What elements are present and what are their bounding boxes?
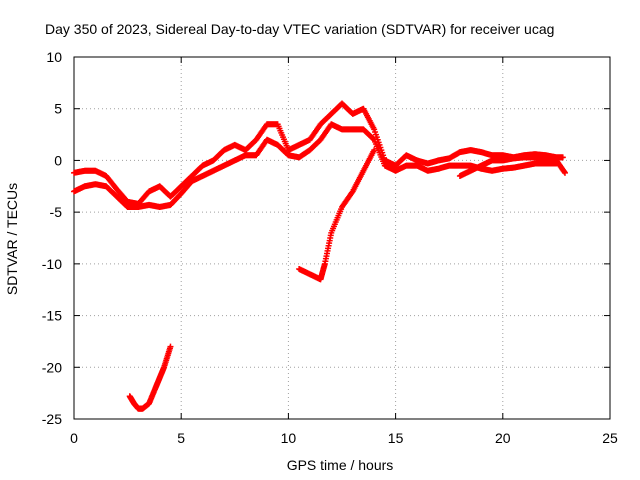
tick-labels: 0 5 10 15 20 25 -25 -20 -15 -10 -5 0 5 10 [42, 49, 618, 446]
data-point-marker [559, 154, 566, 161]
data-point-marker [167, 343, 174, 350]
axis-ticks [73, 56, 611, 420]
y-tick-label: -10 [42, 256, 62, 272]
plot-frame [73, 56, 611, 420]
x-tick-label: 25 [602, 430, 618, 446]
y-tick-label: -15 [42, 308, 62, 324]
y-tick-label: 10 [46, 49, 62, 65]
y-tick-label: 0 [54, 152, 62, 168]
y-tick-label: -20 [42, 359, 62, 375]
chart-title: Day 350 of 2023, Sidereal Day-to-day VTE… [45, 21, 554, 37]
x-tick-label: 15 [388, 430, 404, 446]
grid-lines [74, 57, 610, 419]
data-point-marker [371, 147, 378, 154]
y-tick-label: -25 [42, 411, 62, 427]
y-axis-label: SDTVAR / TECUs [4, 183, 20, 295]
x-tick-label: 0 [70, 430, 78, 446]
x-tick-label: 10 [281, 430, 297, 446]
x-tick-label: 5 [177, 430, 185, 446]
y-tick-label: -5 [50, 204, 63, 220]
data-points [71, 100, 568, 412]
data-point-marker [561, 169, 568, 176]
x-axis-label: GPS time / hours [287, 457, 394, 473]
x-tick-label: 20 [495, 430, 511, 446]
y-tick-label: 5 [54, 101, 62, 117]
data-point-marker [370, 135, 377, 142]
